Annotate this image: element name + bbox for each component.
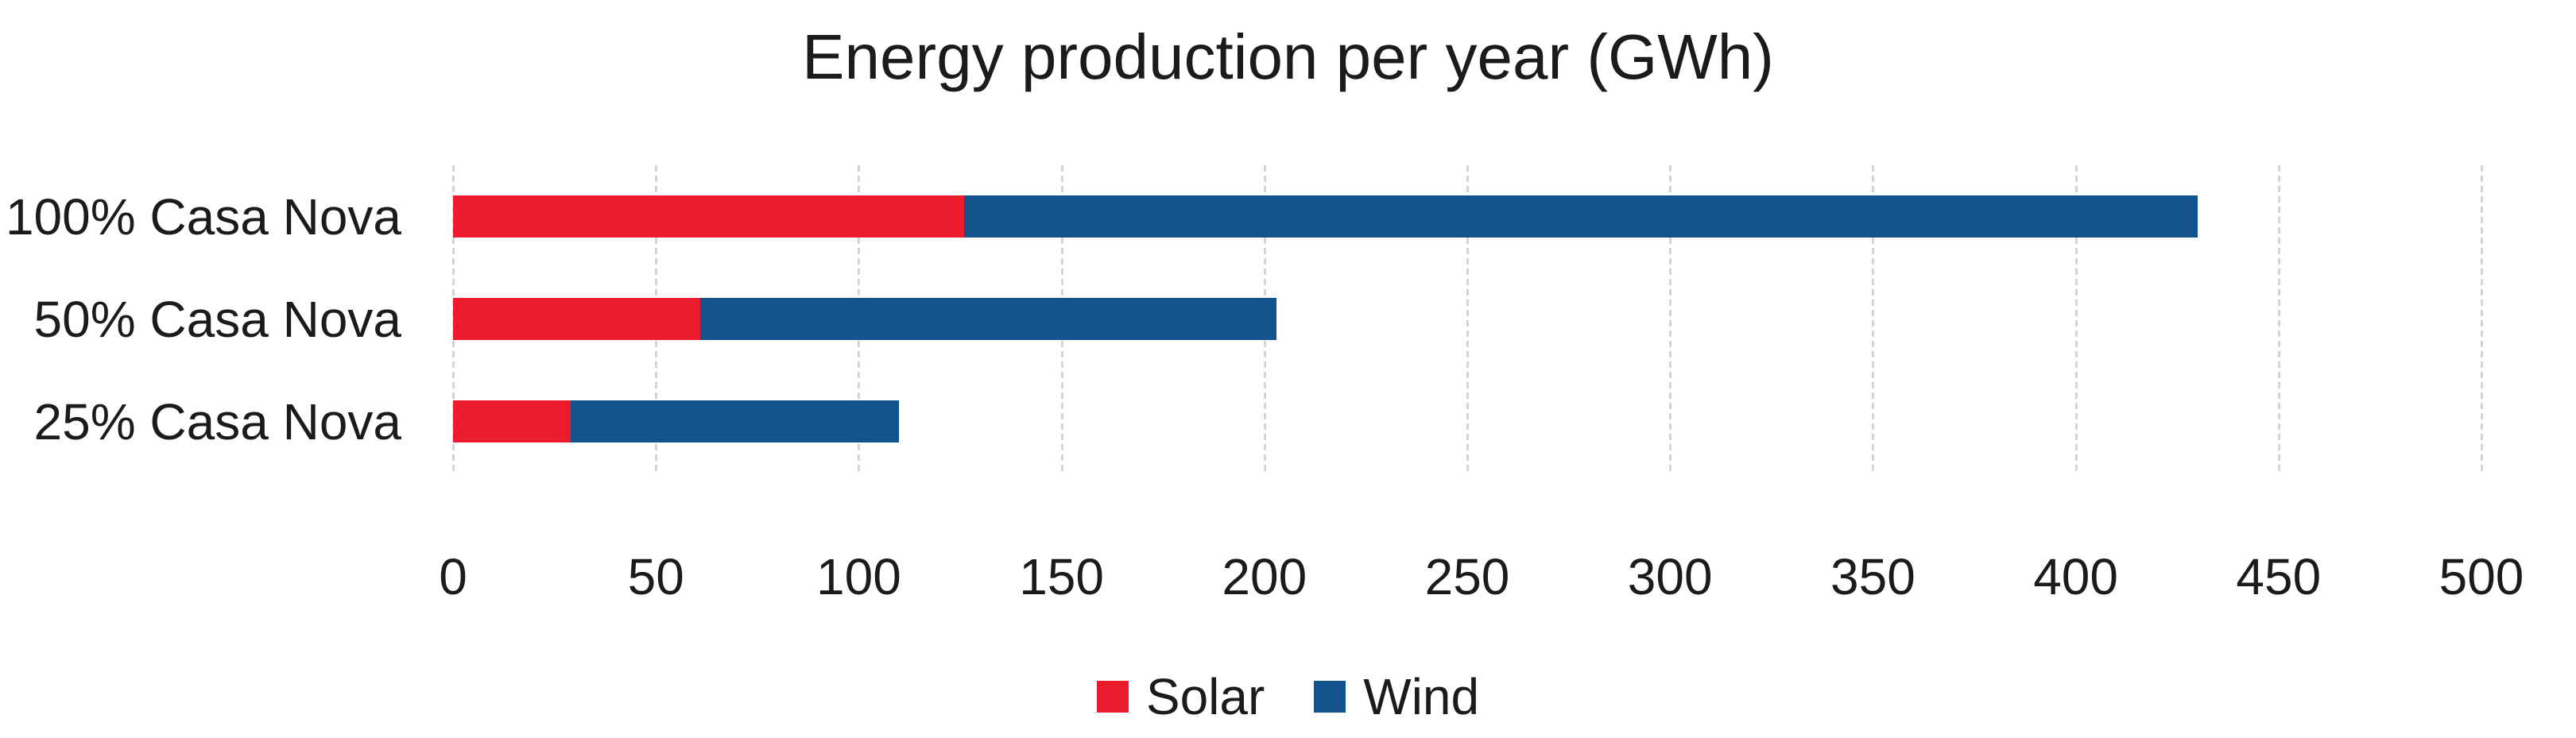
bar-segment-solar: [453, 298, 701, 340]
gridline: [1466, 165, 1469, 473]
gridline: [1669, 165, 1672, 473]
x-tick-label: 300: [1627, 548, 1713, 605]
category-label: 50% Casa Nova: [33, 290, 401, 348]
x-tick-label: 400: [2033, 548, 2118, 605]
legend-item-wind: Wind: [1314, 671, 1479, 722]
legend-swatch-solar: [1096, 681, 1129, 713]
x-tick-label: 50: [627, 548, 684, 605]
gridline: [2481, 165, 2483, 473]
legend-swatch-wind: [1314, 681, 1346, 713]
plot-area: [452, 165, 2483, 473]
category-label: 100% Casa Nova: [5, 187, 401, 245]
bar-segment-solar: [453, 195, 965, 238]
x-tick-label: 150: [1019, 548, 1104, 605]
x-tick-label: 350: [1830, 548, 1916, 605]
x-tick-label: 500: [2438, 548, 2524, 605]
bar-segment-wind: [964, 195, 2198, 238]
x-tick-label: 0: [439, 548, 467, 605]
x-tick-label: 100: [816, 548, 901, 605]
gridline: [2277, 165, 2280, 473]
bar-segment-solar: [453, 400, 571, 442]
legend-item-solar: Solar: [1096, 668, 1265, 725]
chart-title: Energy production per year (GWh): [802, 21, 1774, 92]
x-tick-label: 250: [1424, 548, 1510, 605]
category-label: 25% Casa Nova: [33, 392, 401, 450]
gridline: [2074, 165, 2078, 473]
gridline: [1872, 165, 1875, 473]
legend-label: Wind: [1363, 668, 1480, 725]
x-tick-label: 450: [2236, 548, 2322, 605]
x-tick-label: 200: [1222, 548, 1307, 605]
legend: Solar Wind: [0, 671, 2576, 722]
bar-segment-wind: [571, 400, 900, 442]
legend-label: Solar: [1145, 668, 1265, 725]
bar-segment-wind: [700, 298, 1277, 340]
